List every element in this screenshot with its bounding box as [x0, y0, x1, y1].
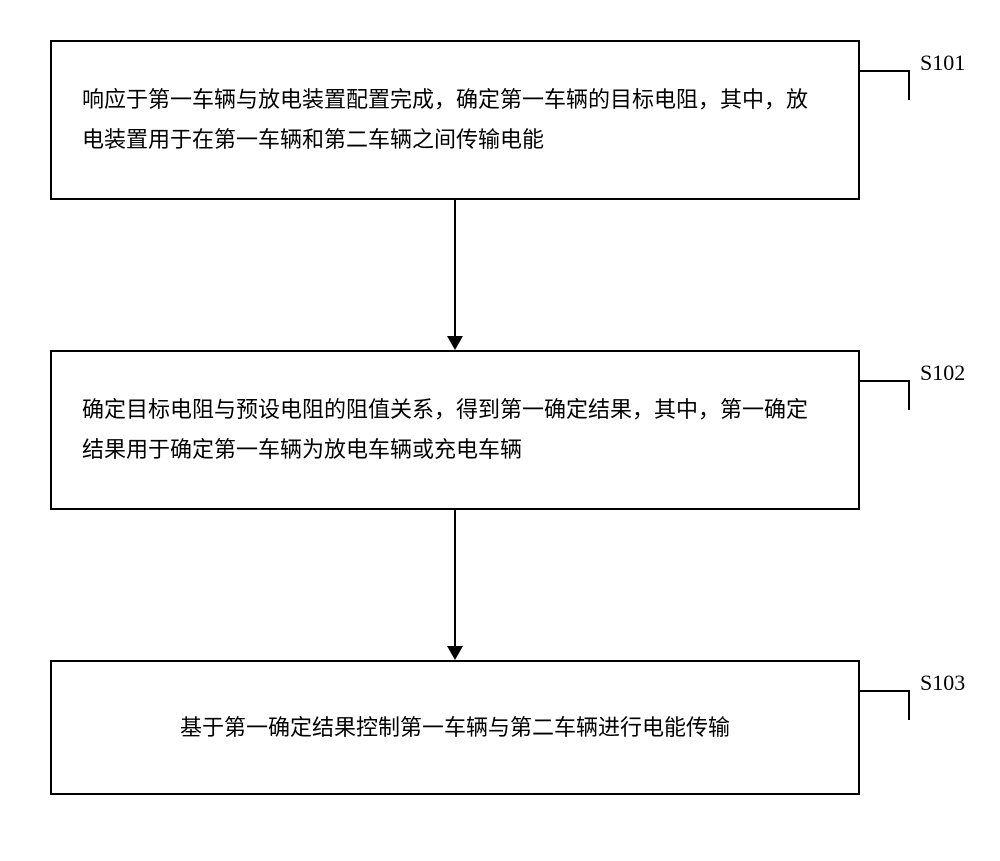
flow-step-2-text: 确定目标电阻与预设电阻的阻值关系，得到第一确定结果，其中，第一确定结果用于确定第… — [82, 390, 828, 469]
step-label-2: S102 — [920, 360, 965, 386]
arrow-head-1-to-2 — [447, 336, 463, 350]
flow-step-1: 响应于第一车辆与放电装置配置完成，确定第一车辆的目标电阻，其中，放电装置用于在第… — [50, 40, 860, 200]
flowchart-container: 响应于第一车辆与放电装置配置完成，确定第一车辆的目标电阻，其中，放电装置用于在第… — [0, 0, 1000, 861]
arrow-1-to-2 — [454, 200, 456, 336]
label-connector-2 — [860, 380, 910, 410]
flow-step-1-text: 响应于第一车辆与放电装置配置完成，确定第一车辆的目标电阻，其中，放电装置用于在第… — [82, 80, 828, 159]
arrow-head-2-to-3 — [447, 646, 463, 660]
flow-step-3: 基于第一确定结果控制第一车辆与第二车辆进行电能传输 — [50, 660, 860, 795]
label-connector-3 — [860, 690, 910, 720]
arrow-2-to-3 — [454, 510, 456, 646]
flow-step-2: 确定目标电阻与预设电阻的阻值关系，得到第一确定结果，其中，第一确定结果用于确定第… — [50, 350, 860, 510]
step-label-3: S103 — [920, 670, 965, 696]
flow-step-3-text: 基于第一确定结果控制第一车辆与第二车辆进行电能传输 — [180, 708, 730, 748]
step-label-1: S101 — [920, 50, 965, 76]
label-connector-1 — [860, 70, 910, 100]
